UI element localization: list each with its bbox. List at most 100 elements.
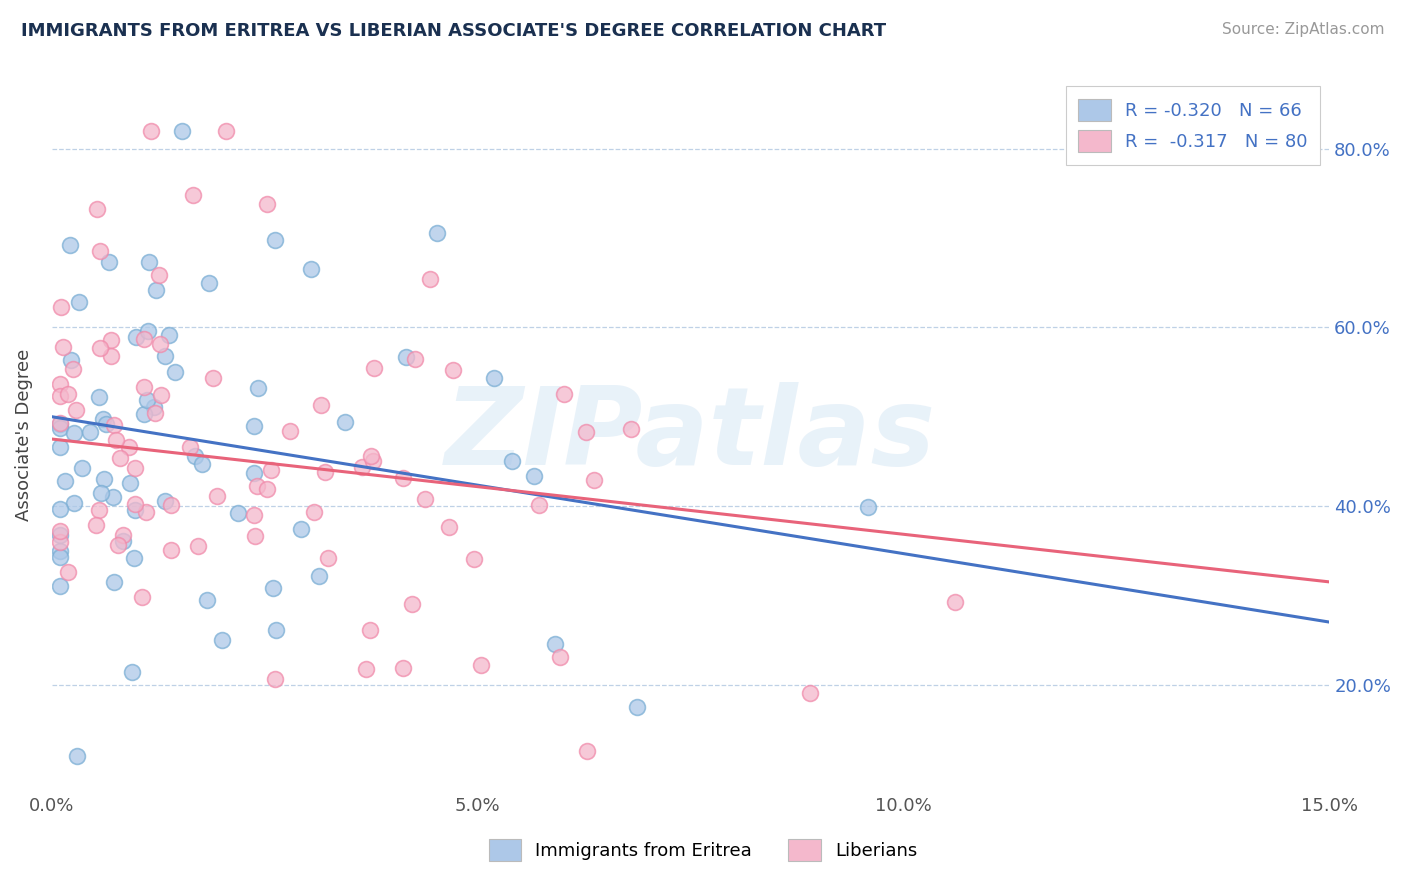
Point [87, 390, 110, 404]
Point [103, 575, 125, 590]
Point [135, 505, 157, 519]
Point [89, 244, 111, 258]
Point [53, 474, 76, 488]
Point [335, 416, 357, 430]
Legend: R = -0.320   N = 66, R =  -0.317   N = 80: R = -0.320 N = 66, R = -0.317 N = 80 [1066, 87, 1320, 165]
Point [112, 533, 135, 548]
Point [153, 349, 176, 363]
Point [132, 332, 155, 346]
Point [49, 549, 72, 564]
Point [79, 425, 101, 439]
Point [145, 406, 167, 420]
Point [419, 272, 441, 286]
Point [118, 440, 141, 454]
Point [49, 440, 72, 454]
Point [103, 418, 125, 433]
Point [150, 388, 173, 402]
Point [359, 624, 381, 638]
Point [943, 595, 966, 609]
Point [626, 700, 648, 714]
Point [90, 486, 112, 500]
Point [363, 360, 385, 375]
Point [63, 496, 86, 510]
Point [278, 424, 301, 438]
Point [101, 490, 124, 504]
Point [97, 255, 120, 269]
Point [136, 393, 159, 408]
Point [100, 333, 122, 347]
Point [134, 380, 156, 394]
Point [136, 324, 159, 338]
Point [120, 476, 142, 491]
Text: IMMIGRANTS FROM ERITREA VS LIBERIAN ASSOCIATE'S DEGREE CORRELATION CHART: IMMIGRANTS FROM ERITREA VS LIBERIAN ASSO… [21, 22, 886, 40]
Point [360, 449, 382, 463]
Point [243, 466, 266, 480]
Point [256, 482, 278, 496]
Point [191, 457, 214, 471]
Point [49, 579, 72, 593]
Point [49, 528, 72, 542]
Point [149, 336, 172, 351]
Point [245, 529, 267, 543]
Text: Source: ZipAtlas.com: Source: ZipAtlas.com [1222, 22, 1385, 37]
Point [121, 665, 143, 680]
Point [49, 389, 72, 403]
Point [145, 284, 167, 298]
Point [583, 473, 606, 487]
Point [620, 422, 643, 436]
Point [84, 518, 107, 533]
Point [548, 649, 571, 664]
Point [361, 454, 384, 468]
Point [49, 524, 72, 539]
Point [160, 498, 183, 512]
Point [799, 686, 821, 700]
Point [86, 202, 108, 216]
Point [401, 597, 423, 611]
Point [160, 542, 183, 557]
Point [124, 503, 146, 517]
Point [484, 371, 506, 385]
Point [437, 520, 460, 534]
Point [67, 294, 90, 309]
Point [179, 440, 201, 454]
Point [264, 233, 287, 247]
Point [139, 124, 162, 138]
Point [575, 425, 598, 439]
Point [66, 749, 89, 764]
Point [243, 508, 266, 522]
Point [299, 261, 322, 276]
Point [263, 581, 285, 595]
Legend: Immigrants from Eritrea, Liberians: Immigrants from Eritrea, Liberians [475, 827, 931, 874]
Point [354, 662, 377, 676]
Point [352, 460, 374, 475]
Point [198, 277, 221, 291]
Point [392, 661, 415, 675]
Point [49, 544, 72, 558]
Point [96, 417, 118, 431]
Point [148, 268, 170, 283]
Point [202, 371, 225, 385]
Point [124, 461, 146, 475]
Point [49, 417, 72, 431]
Point [215, 124, 238, 138]
Point [470, 657, 492, 672]
Point [413, 491, 436, 506]
Point [49, 376, 72, 391]
Point [527, 499, 550, 513]
Point [426, 226, 449, 240]
Point [170, 124, 193, 138]
Point [246, 479, 269, 493]
Point [404, 351, 426, 366]
Point [104, 433, 127, 447]
Text: ZIPatlas: ZIPatlas [444, 382, 936, 488]
Point [441, 362, 464, 376]
Point [93, 472, 115, 486]
Point [59, 353, 82, 368]
Point [501, 454, 523, 468]
Point [49, 501, 72, 516]
Point [553, 387, 575, 401]
Point [100, 349, 122, 363]
Point [205, 489, 228, 503]
Point [290, 523, 312, 537]
Point [183, 450, 205, 464]
